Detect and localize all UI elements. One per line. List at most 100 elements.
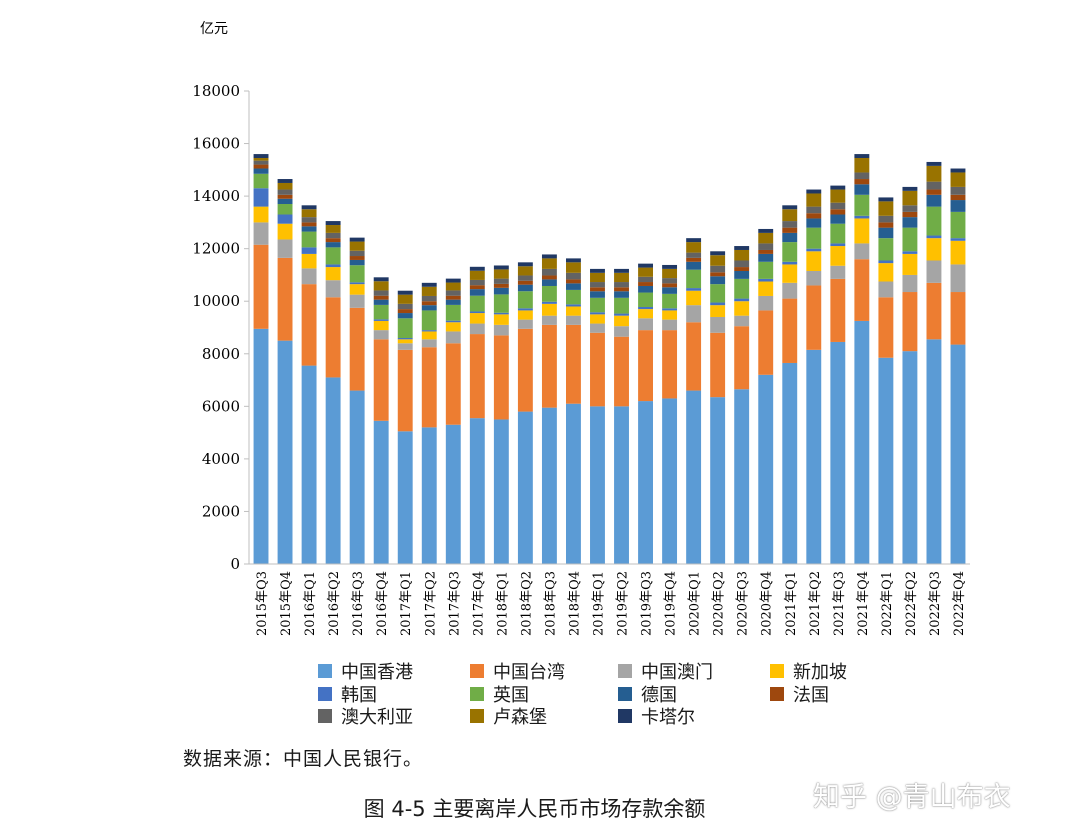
bar-segment xyxy=(950,200,966,212)
bar-segment xyxy=(421,282,437,287)
x-tick-label: 2022年Q1 xyxy=(880,571,895,636)
bar-segment xyxy=(421,310,437,331)
bar-segment xyxy=(373,319,389,321)
bar-segment xyxy=(854,179,870,185)
bar-segment xyxy=(590,312,605,315)
bar-segment xyxy=(397,290,413,295)
bar-segment xyxy=(950,186,966,195)
bar-segment xyxy=(710,332,726,398)
bar-segment xyxy=(253,173,269,189)
bar-stack xyxy=(638,263,653,564)
bar-segment xyxy=(397,349,413,432)
bar-segment xyxy=(902,211,918,218)
bar-segment xyxy=(638,330,653,402)
bar-segment xyxy=(758,281,774,296)
bar-segment xyxy=(830,278,846,342)
bar-segment xyxy=(373,330,389,340)
bar-segment xyxy=(950,172,966,187)
bar-stack xyxy=(926,161,942,564)
bar-segment xyxy=(854,172,870,180)
x-tick-label: 2016年Q3 xyxy=(351,571,366,636)
legend-swatch xyxy=(470,686,484,701)
bar-segment xyxy=(301,268,317,285)
bar-segment xyxy=(253,222,269,245)
bar-segment xyxy=(854,158,870,173)
bar-segment xyxy=(710,251,726,256)
bars xyxy=(253,154,966,564)
bar-segment xyxy=(517,310,533,320)
bar-segment xyxy=(469,289,485,296)
bar-segment xyxy=(950,344,966,564)
bar-segment xyxy=(469,266,485,271)
bar-segment xyxy=(301,209,317,218)
bar-segment xyxy=(566,279,581,284)
bar-segment xyxy=(253,206,269,223)
bar-segment xyxy=(469,418,485,564)
bar-stack xyxy=(806,189,822,564)
bar-segment xyxy=(830,341,846,564)
bar-segment xyxy=(325,280,341,298)
bar-segment xyxy=(782,264,798,283)
bar-segment xyxy=(830,246,846,266)
bar-stack xyxy=(469,266,485,564)
bar-segment xyxy=(469,334,485,419)
bar-segment xyxy=(662,268,678,279)
bar-segment xyxy=(686,305,702,323)
bar-segment xyxy=(734,267,750,271)
bar-segment xyxy=(277,257,293,341)
bar-segment xyxy=(590,297,605,313)
bar-segment xyxy=(614,287,629,292)
x-tick-label: 2016年Q4 xyxy=(375,571,390,636)
bar-stack xyxy=(325,221,341,564)
bar-segment xyxy=(421,286,437,296)
bar-segment xyxy=(878,215,894,223)
bar-segment xyxy=(902,251,918,254)
bar-stack xyxy=(541,254,557,564)
bar-segment xyxy=(686,257,702,262)
bar-segment xyxy=(397,318,413,339)
bar-segment xyxy=(710,255,726,266)
bar-segment xyxy=(806,349,822,564)
bar-segment xyxy=(541,258,557,269)
bar-segment xyxy=(566,304,581,307)
bar-segment xyxy=(710,272,726,277)
legend-swatch xyxy=(770,686,784,701)
bar-segment xyxy=(373,304,389,320)
bar-segment xyxy=(445,295,461,300)
bar-segment xyxy=(397,309,413,314)
bar-segment xyxy=(662,287,678,294)
bar-segment xyxy=(421,347,437,428)
bar-segment xyxy=(301,253,317,269)
bar-segment xyxy=(349,390,365,564)
bar-segment xyxy=(950,194,966,201)
bar-segment xyxy=(806,285,822,350)
bar-segment xyxy=(566,289,581,305)
bar-segment xyxy=(421,295,437,302)
bar-segment xyxy=(902,217,918,228)
bar-segment xyxy=(541,315,557,325)
bar-segment xyxy=(541,324,557,408)
bar-segment xyxy=(878,238,894,261)
bar-segment xyxy=(662,398,678,564)
legend-label: 中国台湾 xyxy=(493,662,565,683)
legend-swatch xyxy=(618,664,632,678)
bar-segment xyxy=(325,247,341,265)
bar-segment xyxy=(325,221,341,226)
bar-segment xyxy=(590,406,605,564)
bar-segment xyxy=(253,154,269,159)
y-axis-unit-label: 亿元 xyxy=(200,21,228,37)
y-tick-label: 18000 xyxy=(192,82,240,100)
bar-segment xyxy=(614,336,629,407)
bar-segment xyxy=(493,312,509,315)
legend-label: 法国 xyxy=(793,684,829,706)
bar-segment xyxy=(397,338,413,340)
bar-segment xyxy=(590,268,605,273)
bar-segment xyxy=(349,241,365,251)
bar-segment xyxy=(782,282,798,299)
bar-segment xyxy=(926,238,942,261)
bar-segment xyxy=(349,265,365,283)
bar-segment xyxy=(301,247,317,254)
x-tick-label: 2020年Q4 xyxy=(760,571,775,636)
bar-segment xyxy=(469,323,485,335)
